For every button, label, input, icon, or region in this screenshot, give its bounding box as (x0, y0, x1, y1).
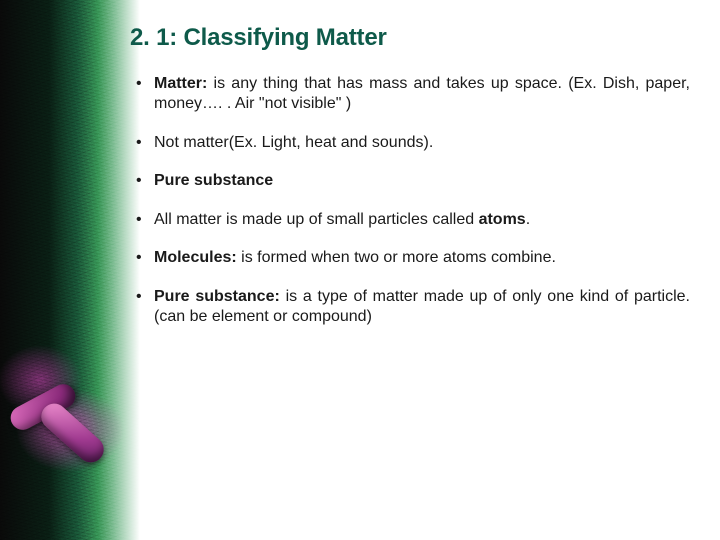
list-item: Matter: is any thing that has mass and t… (154, 74, 690, 115)
bullet-text: Not matter(Ex. Light, heat and sounds). (154, 134, 433, 151)
slide-title: 2. 1: Classifying Matter (130, 24, 690, 52)
slide-content: 2. 1: Classifying Matter Matter: is any … (130, 24, 690, 524)
bullet-text: All matter is made up of small particles… (154, 211, 479, 228)
bullet-bold-lead: Matter: (154, 75, 207, 92)
bullet-bold-lead: Pure substance: (154, 288, 280, 305)
bullet-list: Matter: is any thing that has mass and t… (130, 74, 690, 328)
bullet-text: . (526, 211, 530, 228)
bullet-bold-lead: Pure substance (154, 172, 273, 189)
bullet-bold-lead: Molecules: (154, 249, 237, 266)
bullet-text: is formed when two or more atoms combine… (237, 249, 556, 266)
bullet-text: is any thing that has mass and takes up … (154, 75, 690, 112)
list-item: All matter is made up of small particles… (154, 210, 690, 230)
list-item: Molecules: is formed when two or more at… (154, 248, 690, 268)
bullet-bold-tail: atoms (479, 211, 526, 228)
decorative-sidebar-texture (0, 0, 140, 540)
list-item: Not matter(Ex. Light, heat and sounds). (154, 133, 690, 153)
list-item: Pure substance (154, 171, 690, 191)
list-item: Pure substance: is a type of matter made… (154, 287, 690, 328)
